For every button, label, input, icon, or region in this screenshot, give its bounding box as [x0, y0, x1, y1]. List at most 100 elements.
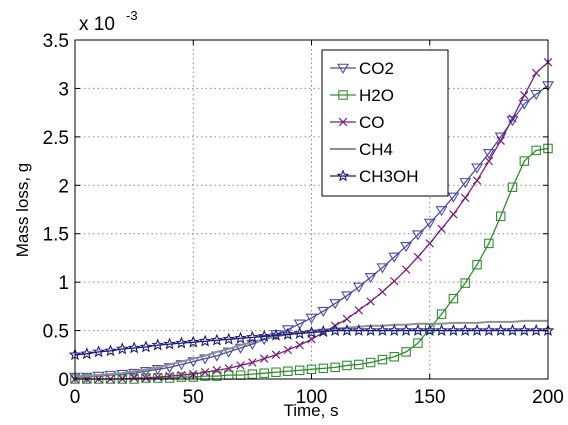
- series-ch3oh-point-24: [352, 323, 366, 336]
- series-co-point-28: [401, 265, 411, 274]
- series-h2o-point-37: [507, 182, 518, 192]
- legend-item-ch3oh: CH3OH: [330, 167, 419, 186]
- series-ch3oh-point-31: [435, 323, 448, 336]
- series-co-point-29: [413, 252, 423, 262]
- series-h2o-point-33: [460, 278, 470, 288]
- legend-label-co: CO: [359, 113, 385, 132]
- legend: CO2 H2O CO CH4 CH3OH: [321, 49, 449, 197]
- series-co2-point-31: [435, 206, 448, 217]
- series-h2o-point-28: [401, 347, 411, 357]
- series-co2-line: [75, 84, 549, 378]
- legend-label-ch3oh: CH3OH: [359, 167, 419, 186]
- series-co-point-6: [141, 373, 151, 383]
- series-co2-point-3: [104, 370, 117, 381]
- series-ch3oh-point-36: [494, 323, 508, 336]
- series-h2o-point-25: [365, 357, 376, 368]
- series-co-point-31: [437, 224, 446, 234]
- series-co-point-16: [259, 354, 269, 363]
- series-co2-point-33: [459, 178, 472, 189]
- series-co-point-14: [236, 361, 245, 370]
- series-co-point-9: [177, 370, 186, 380]
- series-ch3oh-point-3: [104, 344, 117, 357]
- tick-layer: 0 50 100 150 200 0 0.5 1 1.5 2 2.5 3 3.5: [43, 31, 564, 408]
- legend-item-co2: CO2: [330, 59, 394, 78]
- y-exponent-power: -3: [126, 8, 138, 23]
- series-co2-point-27: [388, 252, 401, 263]
- series-ch3oh-point-8: [163, 337, 176, 350]
- series-ch3oh-point-13: [222, 332, 236, 345]
- series-ch3oh-point-38: [518, 323, 531, 336]
- series-h2o-point-21: [318, 363, 329, 374]
- series-ch3oh-point-37: [506, 323, 519, 336]
- y-tick-label-0: 0: [58, 370, 69, 391]
- series-co-point-7: [153, 372, 162, 382]
- series-ch3oh-point-34: [470, 323, 484, 336]
- x-tick-label-2: 100: [296, 387, 328, 408]
- series-ch3oh-point-39: [529, 323, 543, 336]
- legend-label-co2: CO2: [359, 59, 394, 78]
- series-co2-point-22: [329, 299, 342, 310]
- series-co2-point-19: [293, 319, 306, 330]
- series-co-point-5: [129, 373, 139, 383]
- series-ch3oh-point-25: [364, 323, 377, 336]
- series-ch3oh-point-11: [198, 334, 212, 347]
- y-tick-label-1: 0.5: [43, 322, 69, 343]
- series-h2o-point-9: [176, 372, 187, 382]
- series-co-point-19: [295, 340, 304, 350]
- series-h2o-point-20: [306, 364, 317, 375]
- series-co2-point-28: [400, 242, 413, 253]
- series-co-point-18: [283, 345, 293, 355]
- series-co-point-23: [342, 314, 352, 324]
- series-co-point-35: [484, 156, 494, 166]
- series-ch3oh-point-9: [175, 336, 188, 349]
- series-co-point-39: [531, 68, 541, 78]
- series-h2o-point-15: [247, 369, 258, 379]
- series-ch3oh-point-14: [234, 331, 247, 344]
- legend-label-ch4: CH4: [359, 140, 393, 159]
- series-co-point-13: [224, 364, 233, 373]
- series-co-point-11: [200, 367, 210, 377]
- series-co2-point-35: [482, 149, 495, 160]
- series-co2-point-24: [352, 282, 365, 293]
- series-co2-point-32: [447, 192, 460, 203]
- series-h2o-point-32: [448, 293, 459, 304]
- x-axis-label: Time, s: [283, 401, 338, 420]
- series-h2o-point-34: [472, 259, 482, 270]
- series-ch4-line: [75, 319, 548, 378]
- series-ch3oh-point-5: [127, 341, 141, 354]
- legend-item-co: CO: [330, 113, 385, 132]
- series-ch3oh-point-15: [246, 330, 259, 343]
- series-h2o-point-39: [531, 145, 541, 156]
- legend-item-h2o: H2O: [330, 86, 394, 105]
- legend-marker-co: [338, 117, 348, 127]
- series-ch4-group: [75, 319, 548, 378]
- series-ch3oh-point-16: [257, 329, 271, 342]
- series-ch3oh-point-18: [281, 327, 295, 340]
- series-co-point-27: [390, 276, 399, 286]
- series-co2-point-26: [376, 263, 389, 274]
- series-h2o-point-24: [354, 359, 364, 370]
- series-ch3oh-point-28: [399, 323, 413, 336]
- series-co-point-34: [472, 176, 482, 185]
- series-ch3oh-point-26: [376, 323, 389, 336]
- series-co2-point-5: [128, 368, 141, 380]
- x-tick-label-3: 150: [414, 387, 446, 408]
- series-ch3oh-point-30: [423, 323, 437, 336]
- series-co-point-15: [248, 358, 257, 367]
- series-ch3oh-point-12: [210, 333, 224, 346]
- series-co2-point-38: [518, 99, 531, 110]
- series-co-point-33: [461, 193, 470, 203]
- y-tick-label-7: 3.5: [43, 31, 69, 52]
- series-co2-point-18: [281, 325, 294, 336]
- series-h2o-point-29: [413, 338, 423, 348]
- series-h2o-point-23: [342, 360, 352, 371]
- y-tick-label-6: 3: [58, 79, 69, 100]
- series-h2o-point-38: [519, 156, 530, 166]
- series-h2o-point-31: [436, 309, 447, 319]
- series-co2-point-39: [530, 89, 543, 101]
- series-h2o-point-19: [294, 365, 305, 376]
- y-tick-label-3: 1.5: [43, 225, 69, 246]
- y-tick-label-5: 2.5: [43, 128, 69, 149]
